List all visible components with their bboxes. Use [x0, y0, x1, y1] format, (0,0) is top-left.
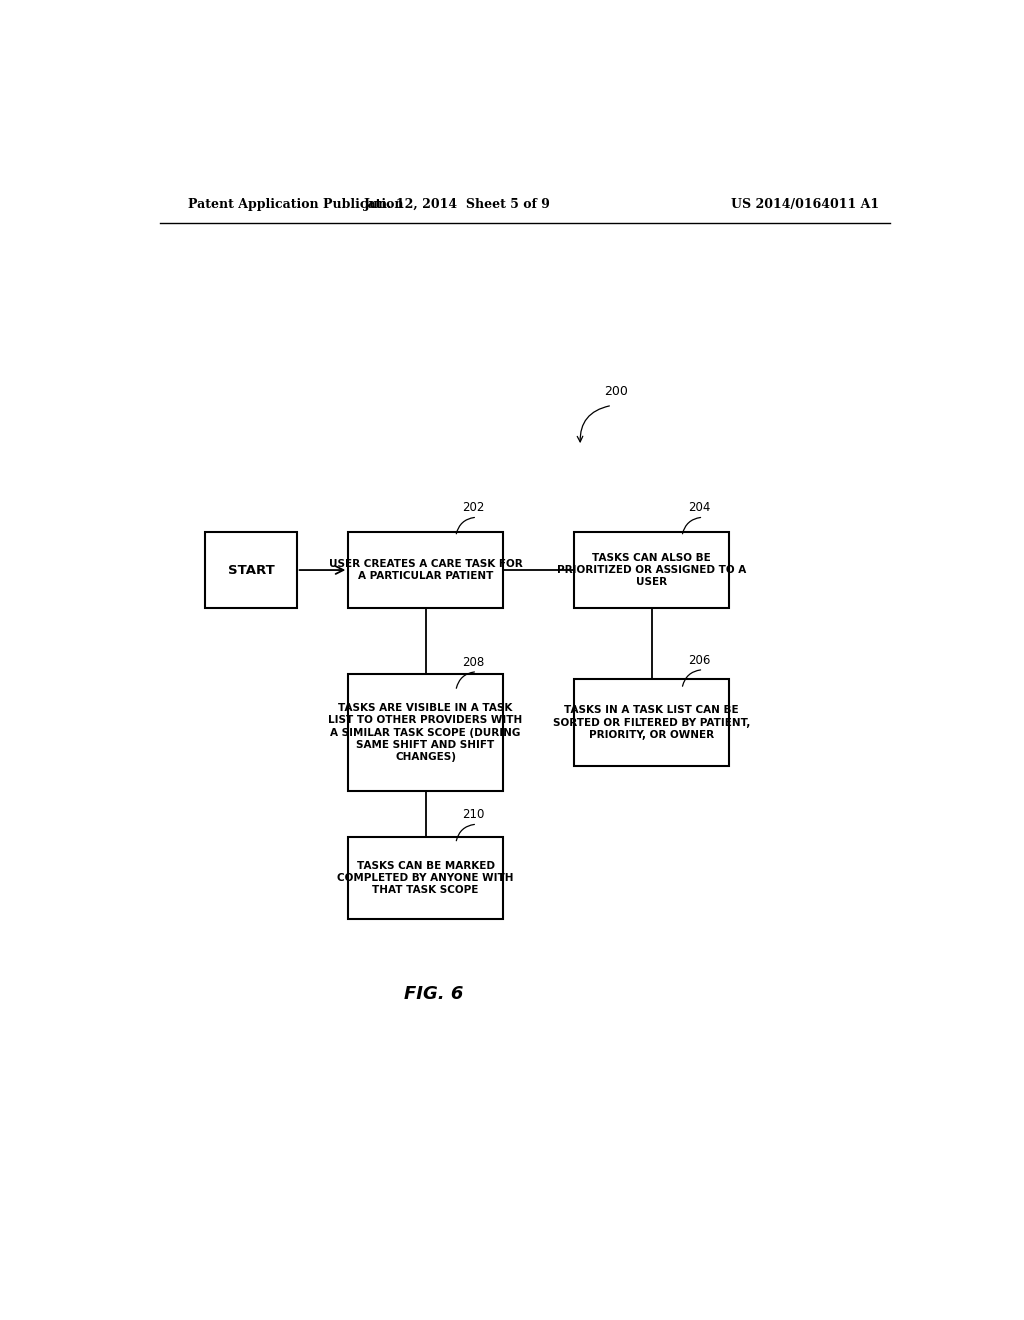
- Bar: [348, 675, 503, 791]
- Text: 206: 206: [688, 653, 711, 667]
- Text: 204: 204: [688, 502, 711, 515]
- Text: TASKS CAN ALSO BE
PRIORITIZED OR ASSIGNED TO A
USER: TASKS CAN ALSO BE PRIORITIZED OR ASSIGNE…: [557, 553, 746, 587]
- Text: 202: 202: [462, 502, 484, 515]
- Text: START: START: [227, 564, 274, 577]
- Text: US 2014/0164011 A1: US 2014/0164011 A1: [731, 198, 880, 211]
- Bar: [574, 532, 729, 609]
- Text: 210: 210: [462, 808, 484, 821]
- Bar: [348, 837, 503, 919]
- Text: TASKS ARE VISIBLE IN A TASK
LIST TO OTHER PROVIDERS WITH
A SIMILAR TASK SCOPE (D: TASKS ARE VISIBLE IN A TASK LIST TO OTHE…: [329, 702, 522, 763]
- Text: TASKS CAN BE MARKED
COMPLETED BY ANYONE WITH
THAT TASK SCOPE: TASKS CAN BE MARKED COMPLETED BY ANYONE …: [337, 861, 514, 895]
- Bar: [348, 532, 503, 609]
- Text: Jun. 12, 2014  Sheet 5 of 9: Jun. 12, 2014 Sheet 5 of 9: [364, 198, 551, 211]
- Text: 200: 200: [604, 385, 628, 399]
- Bar: [206, 532, 297, 609]
- Text: Patent Application Publication: Patent Application Publication: [187, 198, 403, 211]
- Text: FIG. 6: FIG. 6: [403, 985, 463, 1003]
- Bar: [574, 680, 729, 766]
- Text: TASKS IN A TASK LIST CAN BE
SORTED OR FILTERED BY PATIENT,
PRIORITY, OR OWNER: TASKS IN A TASK LIST CAN BE SORTED OR FI…: [553, 705, 751, 741]
- Text: USER CREATES A CARE TASK FOR
A PARTICULAR PATIENT: USER CREATES A CARE TASK FOR A PARTICULA…: [329, 558, 522, 581]
- Text: 208: 208: [462, 656, 484, 669]
